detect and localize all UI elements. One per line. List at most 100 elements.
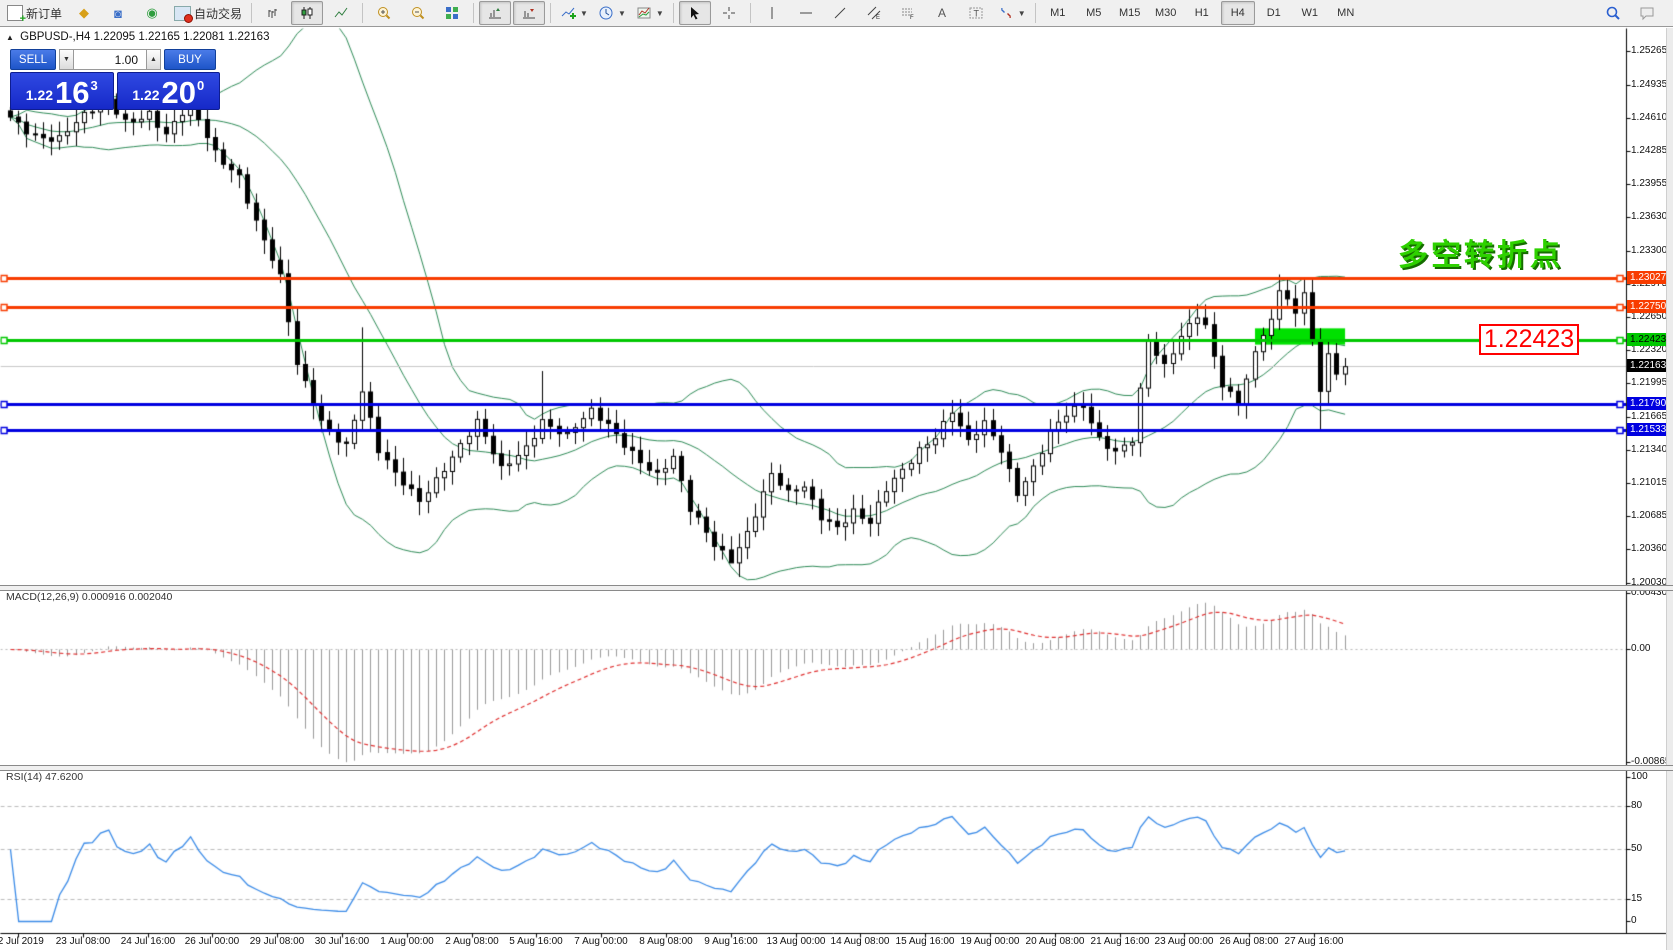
time-axis-label: 13 Aug 00:00 <box>766 936 826 947</box>
timeframe-button-mn[interactable]: MN <box>1337 7 1355 19</box>
timeframe-button-d1[interactable]: D1 <box>1266 7 1281 19</box>
price-tick-label: 1.20030 <box>1631 576 1668 588</box>
expand-arrow-icon[interactable]: ▲ <box>6 33 14 42</box>
pane-separator[interactable] <box>0 765 1673 771</box>
rsi-tick-label: 15 <box>1631 893 1643 905</box>
svg-text:E: E <box>876 15 880 21</box>
volume-decrease-button[interactable]: ▼ <box>59 49 74 70</box>
fibonacci-tool-button[interactable]: F <box>892 1 924 25</box>
periods-button[interactable]: ▼ <box>594 1 630 25</box>
autoscroll-icon <box>489 8 502 19</box>
timeframe-button-h4[interactable]: H4 <box>1220 1 1255 25</box>
price-tick-label: 1.21665 <box>1631 410 1668 422</box>
time-axis-label: 26 Jul 00:00 <box>184 936 240 947</box>
indicators-button[interactable]: ▼ <box>556 1 592 25</box>
expert-button[interactable]: ◆ <box>68 1 100 25</box>
buy-price-pips: 20 <box>161 75 196 110</box>
toolbar-separator <box>362 3 364 23</box>
trendline-tool-button[interactable] <box>824 1 856 25</box>
price-callout-annotation[interactable]: 1.22423 <box>1479 324 1579 355</box>
timeframe-group: M1 M5 M15 M30 H1 H4 D1 W1 MN <box>1040 1 1364 25</box>
volume-input[interactable] <box>74 49 146 70</box>
current-price-label: 1.22163 <box>1627 359 1670 373</box>
indicators-icon <box>561 7 577 19</box>
time-axis-label: 24 Jul 16:00 <box>120 936 176 947</box>
chat-bubble-icon <box>1640 7 1654 21</box>
new-order-button[interactable]: + 新订单 <box>3 1 66 25</box>
timeframe-button-m30[interactable]: M30 <box>1155 7 1177 19</box>
line-price-label: 1.22423 <box>1627 332 1670 346</box>
autoscroll-button[interactable] <box>479 1 512 25</box>
text-tool-button[interactable]: A <box>926 1 958 25</box>
zoom-out-button[interactable] <box>402 1 434 25</box>
sell-price-base: 1.22 <box>25 87 54 103</box>
bar-chart-type-button[interactable] <box>257 1 289 25</box>
cursor-icon <box>690 7 699 20</box>
candlestick-chart-type-button[interactable] <box>291 1 324 25</box>
toolbar-separator <box>550 3 552 23</box>
chart-shift-button[interactable] <box>513 1 546 25</box>
fibonacci-icon: F <box>901 8 914 21</box>
search-icon <box>1606 6 1620 20</box>
price-axis[interactable]: 1.25265 1.24935 1.24610 1.24285 1.23955 1.236… <box>1627 28 1673 933</box>
volume-increase-button[interactable]: ▲ <box>146 49 161 70</box>
template-icon <box>637 7 651 19</box>
crosshair-tool-button[interactable] <box>713 1 745 25</box>
time-axis[interactable]: 22 Jul 2019 23 Jul 08:00 24 Jul 16:00 26 Ju… <box>0 934 1626 950</box>
buy-button[interactable]: BUY <box>164 49 216 70</box>
label-tool-button[interactable]: T <box>960 1 992 25</box>
price-tick-label: 1.23630 <box>1631 211 1668 223</box>
time-axis-label: 8 Aug 08:00 <box>639 936 693 947</box>
rsi-tick-label: 50 <box>1631 843 1643 854</box>
timeframe-button-m1[interactable]: M1 <box>1050 7 1066 19</box>
sell-price-pips: 16 <box>55 75 90 110</box>
profiles-button[interactable]: ◙ <box>102 1 134 25</box>
price-tick-label: 1.23300 <box>1631 244 1668 256</box>
profile-icon: ◙ <box>114 5 122 21</box>
time-axis-label: 23 Jul 08:00 <box>55 936 111 947</box>
chat-button[interactable] <box>1631 1 1663 25</box>
chart-shift-icon <box>523 9 536 19</box>
crosshair-icon <box>722 7 735 19</box>
cursor-tool-button[interactable] <box>678 1 711 25</box>
sell-button[interactable]: SELL <box>10 49 56 70</box>
macd-tick-label: 0.004301 <box>1631 587 1673 598</box>
time-axis-label: 19 Aug 00:00 <box>960 936 1020 947</box>
one-click-trading-panel: SELL ▼ ▲ BUY 1.22 16 3 1.22 20 0 <box>10 49 220 110</box>
sell-price-button[interactable]: 1.22 16 3 <box>10 72 114 110</box>
toolbar-separator <box>749 3 751 23</box>
arrows-icon <box>1000 8 1011 18</box>
pane-separator[interactable] <box>0 585 1673 591</box>
autotrading-button[interactable]: 自动交易 <box>170 1 246 25</box>
text-icon: A <box>938 6 946 20</box>
timeframe-button-w1[interactable]: W1 <box>1301 7 1318 19</box>
scrollbar[interactable] <box>1666 28 1673 950</box>
price-tick-label: 1.24285 <box>1631 144 1668 156</box>
zoom-in-button[interactable] <box>368 1 400 25</box>
timeframe-button-h1[interactable]: H1 <box>1194 7 1209 19</box>
buy-price-button[interactable]: 1.22 20 0 <box>116 72 220 110</box>
community-button[interactable]: ◉ <box>136 1 168 25</box>
time-axis-label: 27 Aug 16:00 <box>1284 936 1344 947</box>
time-axis-label: 20 Aug 08:00 <box>1025 936 1085 947</box>
price-tick-label: 1.21015 <box>1631 476 1668 488</box>
time-axis-label: 15 Aug 16:00 <box>895 936 955 947</box>
timeframe-button-m15[interactable]: M15 <box>1119 7 1141 19</box>
tile-windows-button[interactable] <box>436 1 468 25</box>
price-tick-label: 1.25265 <box>1631 45 1668 56</box>
templates-button[interactable]: ▼ <box>632 1 668 25</box>
turning-point-annotation[interactable]: 多空转折点 <box>1398 239 1563 272</box>
time-axis-label: 7 Aug 00:00 <box>574 936 628 947</box>
search-button[interactable] <box>1597 1 1629 25</box>
timeframe-button-m5[interactable]: M5 <box>1086 7 1102 19</box>
horizontal-line-tool-button[interactable] <box>790 1 822 25</box>
line-price-label: 1.22750 <box>1627 299 1670 313</box>
channel-tool-button[interactable]: E <box>858 1 890 25</box>
macd-tick-label: -0.008651 <box>1631 756 1673 767</box>
price-tick-label: 1.22650 <box>1631 310 1668 322</box>
trendline-icon <box>834 7 846 19</box>
line-chart-type-button[interactable] <box>325 1 357 25</box>
vertical-line-tool-button[interactable] <box>756 1 788 25</box>
arrows-tool-button[interactable]: ▼ <box>994 1 1030 25</box>
